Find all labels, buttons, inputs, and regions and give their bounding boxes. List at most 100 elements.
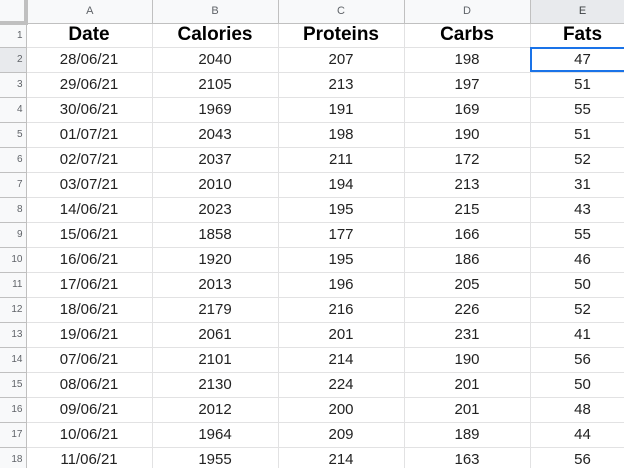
carbs-cell[interactable]: 201 bbox=[404, 372, 531, 398]
calories-cell[interactable]: 2130 bbox=[152, 372, 279, 398]
row-number[interactable]: 2 bbox=[0, 47, 27, 73]
calories-cell[interactable]: 2101 bbox=[152, 347, 279, 373]
carbs-cell[interactable]: 169 bbox=[404, 97, 531, 123]
date-cell[interactable]: 29/06/21 bbox=[26, 72, 153, 98]
carbs-cell[interactable]: 190 bbox=[404, 122, 531, 148]
proteins-cell[interactable]: 195 bbox=[278, 197, 405, 223]
proteins-cell[interactable]: 216 bbox=[278, 297, 405, 323]
header-cell-date[interactable]: Date bbox=[26, 23, 153, 48]
fats-cell[interactable]: 44 bbox=[530, 422, 624, 448]
row-number[interactable]: 6 bbox=[0, 147, 27, 173]
carbs-cell[interactable]: 189 bbox=[404, 422, 531, 448]
row-number[interactable]: 14 bbox=[0, 347, 27, 373]
proteins-cell[interactable]: 214 bbox=[278, 447, 405, 468]
date-cell[interactable]: 17/06/21 bbox=[26, 272, 153, 298]
proteins-cell[interactable]: 194 bbox=[278, 172, 405, 198]
date-cell[interactable]: 10/06/21 bbox=[26, 422, 153, 448]
row-number[interactable]: 12 bbox=[0, 297, 27, 323]
row-number[interactable]: 4 bbox=[0, 97, 27, 123]
proteins-cell[interactable]: 209 bbox=[278, 422, 405, 448]
proteins-cell[interactable]: 198 bbox=[278, 122, 405, 148]
header-cell-fats[interactable]: Fats bbox=[530, 23, 624, 48]
carbs-cell[interactable]: 213 bbox=[404, 172, 531, 198]
carbs-cell[interactable]: 201 bbox=[404, 397, 531, 423]
date-cell[interactable]: 19/06/21 bbox=[26, 322, 153, 348]
carbs-cell[interactable]: 231 bbox=[404, 322, 531, 348]
date-cell[interactable]: 08/06/21 bbox=[26, 372, 153, 398]
carbs-cell[interactable]: 166 bbox=[404, 222, 531, 248]
row-number[interactable]: 3 bbox=[0, 72, 27, 98]
proteins-cell[interactable]: 200 bbox=[278, 397, 405, 423]
row-number[interactable]: 15 bbox=[0, 372, 27, 398]
row-number[interactable]: 1 bbox=[0, 23, 27, 48]
column-header-a[interactable]: A bbox=[26, 0, 153, 24]
calories-cell[interactable]: 1858 bbox=[152, 222, 279, 248]
fats-cell[interactable]: 55 bbox=[530, 97, 624, 123]
date-cell[interactable]: 30/06/21 bbox=[26, 97, 153, 123]
proteins-cell[interactable]: 211 bbox=[278, 147, 405, 173]
date-cell[interactable]: 28/06/21 bbox=[26, 47, 153, 73]
calories-cell[interactable]: 1964 bbox=[152, 422, 279, 448]
row-number[interactable]: 13 bbox=[0, 322, 27, 348]
proteins-cell[interactable]: 191 bbox=[278, 97, 405, 123]
carbs-cell[interactable]: 186 bbox=[404, 247, 531, 273]
fats-cell[interactable]: 52 bbox=[530, 147, 624, 173]
calories-cell[interactable]: 2105 bbox=[152, 72, 279, 98]
carbs-cell[interactable]: 198 bbox=[404, 47, 531, 73]
fats-cell[interactable]: 41 bbox=[530, 322, 624, 348]
calories-cell[interactable]: 2010 bbox=[152, 172, 279, 198]
calories-cell[interactable]: 2013 bbox=[152, 272, 279, 298]
proteins-cell[interactable]: 196 bbox=[278, 272, 405, 298]
fats-cell[interactable]: 50 bbox=[530, 272, 624, 298]
date-cell[interactable]: 01/07/21 bbox=[26, 122, 153, 148]
row-number[interactable]: 8 bbox=[0, 197, 27, 223]
select-all-corner[interactable] bbox=[0, 0, 28, 25]
fats-cell[interactable]: 43 bbox=[530, 197, 624, 223]
calories-cell[interactable]: 2043 bbox=[152, 122, 279, 148]
row-number[interactable]: 17 bbox=[0, 422, 27, 448]
column-header-d[interactable]: D bbox=[404, 0, 531, 24]
calories-cell[interactable]: 2037 bbox=[152, 147, 279, 173]
proteins-cell[interactable]: 224 bbox=[278, 372, 405, 398]
proteins-cell[interactable]: 207 bbox=[278, 47, 405, 73]
row-number[interactable]: 9 bbox=[0, 222, 27, 248]
row-number[interactable]: 11 bbox=[0, 272, 27, 298]
fats-cell[interactable]: 50 bbox=[530, 372, 624, 398]
carbs-cell[interactable]: 226 bbox=[404, 297, 531, 323]
row-number[interactable]: 16 bbox=[0, 397, 27, 423]
date-cell[interactable]: 11/06/21 bbox=[26, 447, 153, 468]
column-header-c[interactable]: C bbox=[278, 0, 405, 24]
date-cell[interactable]: 14/06/21 bbox=[26, 197, 153, 223]
calories-cell[interactable]: 2179 bbox=[152, 297, 279, 323]
date-cell[interactable]: 09/06/21 bbox=[26, 397, 153, 423]
fats-cell[interactable]: 52 bbox=[530, 297, 624, 323]
proteins-cell[interactable]: 214 bbox=[278, 347, 405, 373]
fats-cell[interactable]: 46 bbox=[530, 247, 624, 273]
calories-cell[interactable]: 1920 bbox=[152, 247, 279, 273]
date-cell[interactable]: 18/06/21 bbox=[26, 297, 153, 323]
header-cell-proteins[interactable]: Proteins bbox=[278, 23, 405, 48]
fats-cell[interactable]: 51 bbox=[530, 72, 624, 98]
fats-cell[interactable]: 48 bbox=[530, 397, 624, 423]
fats-cell[interactable]: 51 bbox=[530, 122, 624, 148]
date-cell[interactable]: 16/06/21 bbox=[26, 247, 153, 273]
header-cell-carbs[interactable]: Carbs bbox=[404, 23, 531, 48]
fats-cell[interactable]: 55 bbox=[530, 222, 624, 248]
fats-cell[interactable]: 47 bbox=[530, 47, 624, 73]
carbs-cell[interactable]: 215 bbox=[404, 197, 531, 223]
proteins-cell[interactable]: 177 bbox=[278, 222, 405, 248]
calories-cell[interactable]: 1955 bbox=[152, 447, 279, 468]
calories-cell[interactable]: 2012 bbox=[152, 397, 279, 423]
carbs-cell[interactable]: 197 bbox=[404, 72, 531, 98]
row-number[interactable]: 18 bbox=[0, 447, 27, 468]
column-header-e[interactable]: E bbox=[530, 0, 624, 24]
date-cell[interactable]: 03/07/21 bbox=[26, 172, 153, 198]
date-cell[interactable]: 07/06/21 bbox=[26, 347, 153, 373]
row-number[interactable]: 5 bbox=[0, 122, 27, 148]
fats-cell[interactable]: 56 bbox=[530, 347, 624, 373]
calories-cell[interactable]: 2040 bbox=[152, 47, 279, 73]
calories-cell[interactable]: 1969 bbox=[152, 97, 279, 123]
proteins-cell[interactable]: 213 bbox=[278, 72, 405, 98]
carbs-cell[interactable]: 205 bbox=[404, 272, 531, 298]
proteins-cell[interactable]: 195 bbox=[278, 247, 405, 273]
